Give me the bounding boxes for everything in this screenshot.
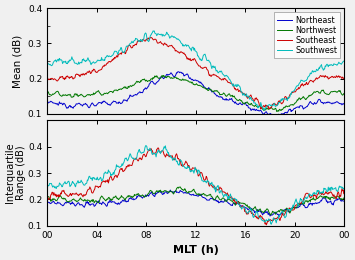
Northeast [226, 99, 230, 102]
Southeast [148, 36, 153, 39]
Southwest [226, 198, 230, 201]
Line: Southeast: Southeast [47, 148, 344, 225]
Line: Southwest: Southwest [47, 31, 344, 110]
Southwest [45, 188, 49, 192]
Southwest [212, 183, 216, 186]
Southwest [264, 219, 268, 222]
Northeast [316, 202, 320, 205]
Line: Southwest: Southwest [47, 146, 344, 224]
Northwest [342, 92, 346, 95]
Northeast [264, 211, 268, 214]
Y-axis label: Interquartile
Range (dB): Interquartile Range (dB) [5, 143, 27, 203]
Southwest [264, 105, 268, 108]
Northwest [137, 81, 142, 84]
Northeast [212, 90, 216, 93]
Northeast [45, 199, 49, 202]
Northeast [316, 99, 320, 102]
Legend: Northeast, Northwest, Southeast, Southwest: Northeast, Northwest, Southeast, Southwe… [274, 12, 340, 58]
Northwest [316, 90, 320, 93]
Northwest [275, 110, 279, 113]
Southwest [316, 190, 320, 193]
Northeast [264, 110, 268, 114]
Southwest [151, 29, 155, 32]
Southeast [137, 157, 142, 160]
Northwest [45, 196, 49, 199]
Southwest [262, 109, 266, 112]
Line: Southeast: Southeast [47, 37, 344, 109]
Northwest [226, 93, 230, 96]
Southwest [171, 35, 175, 38]
Northwest [264, 209, 268, 212]
Southeast [226, 193, 230, 196]
Line: Northeast: Northeast [47, 190, 344, 216]
Southeast [316, 193, 320, 196]
Northwest [226, 197, 230, 200]
Northwest [342, 197, 346, 200]
Southeast [259, 107, 263, 110]
Line: Northeast: Northeast [47, 72, 344, 117]
Southeast [212, 186, 216, 189]
Southeast [342, 192, 346, 195]
Y-axis label: Mean (dB): Mean (dB) [12, 34, 22, 88]
Southeast [316, 77, 320, 80]
Southwest [137, 148, 142, 151]
Southeast [137, 40, 142, 43]
Northeast [137, 90, 142, 94]
Southwest [226, 75, 230, 78]
Northwest [212, 90, 216, 93]
Northeast [45, 102, 49, 105]
Southwest [342, 60, 346, 63]
Northeast [170, 73, 174, 76]
Northwest [316, 197, 320, 200]
Northeast [342, 200, 346, 203]
Northwest [178, 185, 182, 188]
Northeast [268, 214, 272, 218]
Southeast [156, 146, 160, 150]
Northwest [137, 194, 142, 197]
Line: Northwest: Northwest [47, 76, 344, 112]
Northwest [268, 213, 273, 217]
Northeast [273, 115, 277, 119]
Northeast [168, 188, 173, 192]
Southeast [264, 223, 268, 226]
Southwest [342, 187, 346, 190]
Northeast [137, 194, 142, 197]
Southeast [226, 81, 230, 84]
Southeast [264, 221, 268, 224]
Southeast [342, 77, 346, 80]
Northwest [171, 77, 175, 80]
Southwest [45, 60, 49, 63]
Northwest [170, 190, 174, 193]
Southeast [171, 46, 175, 49]
Southwest [269, 223, 273, 226]
Southwest [316, 69, 320, 72]
Northwest [264, 108, 268, 112]
Line: Northwest: Northwest [47, 187, 344, 215]
Southeast [45, 77, 49, 80]
Northeast [342, 102, 346, 105]
Northeast [171, 191, 175, 194]
Southeast [45, 196, 49, 199]
Northeast [226, 201, 230, 204]
Southeast [171, 157, 175, 160]
Northwest [45, 92, 49, 95]
Southwest [212, 66, 216, 69]
Southeast [212, 73, 216, 76]
Northwest [212, 198, 216, 201]
Northeast [176, 70, 180, 73]
Southwest [144, 144, 148, 147]
Northwest [162, 74, 166, 77]
Northeast [212, 198, 216, 202]
Southeast [264, 104, 268, 107]
X-axis label: MLT (h): MLT (h) [173, 245, 219, 255]
Southwest [171, 159, 175, 162]
Southwest [137, 39, 142, 42]
